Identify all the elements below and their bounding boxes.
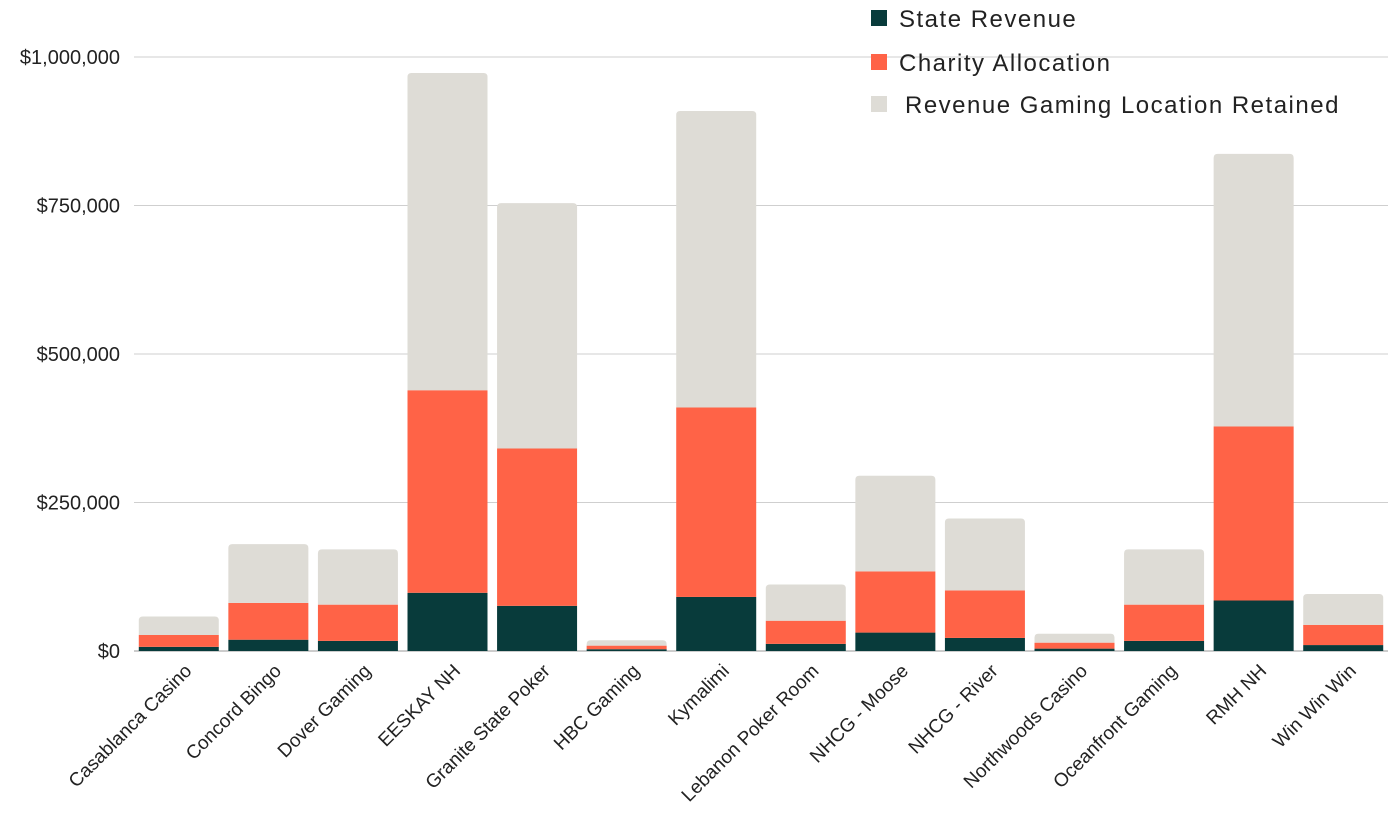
bar-stack xyxy=(676,111,757,651)
bar-segment xyxy=(228,602,309,640)
y-tick-label: $500,000 xyxy=(37,344,120,366)
legend-swatch xyxy=(871,10,887,26)
y-tick-label: $250,000 xyxy=(37,493,120,515)
bar-segment xyxy=(1034,633,1115,643)
legend-label: State Revenue xyxy=(899,6,1077,33)
bar-segment xyxy=(855,475,936,572)
x-tick-label: Win Win Win xyxy=(1269,661,1361,753)
x-tick-label: Kymalimi xyxy=(664,661,733,730)
bar-stack xyxy=(138,616,219,651)
bar-stack xyxy=(1303,593,1384,651)
bar-segment xyxy=(855,632,936,651)
bar-segment xyxy=(497,448,578,606)
bar-stack xyxy=(944,518,1025,651)
bar-segment xyxy=(855,571,936,633)
y-tick-label: $0 xyxy=(98,641,120,663)
bar-segment xyxy=(765,620,846,644)
legend-label: Charity Allocation xyxy=(899,50,1111,77)
y-tick-label: $1,000,000 xyxy=(20,47,120,69)
bar-stack xyxy=(765,584,846,651)
bar-segment xyxy=(1303,645,1384,651)
bar-segment xyxy=(138,646,219,651)
bar-segment xyxy=(586,640,667,646)
bar-segment xyxy=(407,592,488,651)
bar-stack xyxy=(1124,549,1205,651)
bar-segment xyxy=(407,73,488,391)
bar-segment xyxy=(1034,642,1115,649)
bar-segment xyxy=(317,604,398,641)
bar-segment xyxy=(944,637,1025,651)
bar-segment xyxy=(1213,426,1294,601)
bar-segment xyxy=(944,518,1025,591)
bar-segment xyxy=(1124,604,1205,641)
y-axis-tick-labels: $0 $250,000 $500,000 $750,000 $1,000,000 xyxy=(20,47,120,663)
bar-segment xyxy=(944,590,1025,638)
bar-segment xyxy=(138,616,219,635)
x-tick-label: RMH NH xyxy=(1203,661,1272,730)
bar-segment xyxy=(676,407,757,597)
legend-swatch xyxy=(871,96,887,112)
bar-segment xyxy=(1303,624,1384,646)
bar-stack xyxy=(407,73,488,651)
x-tick-label: NHCG - River xyxy=(905,660,1003,758)
x-tick-label: Dover Gaming xyxy=(274,661,375,762)
bar-segment xyxy=(228,639,309,651)
bar-segment xyxy=(407,390,488,593)
bar-segment xyxy=(1034,648,1115,651)
bar-segment xyxy=(228,544,309,603)
y-tick-label: $750,000 xyxy=(37,196,120,218)
bar-segment xyxy=(497,605,578,651)
bar-segment xyxy=(1124,549,1205,605)
legend: State Revenue Charity Allocation Revenue G… xyxy=(871,6,1340,119)
bar-segment xyxy=(1303,593,1384,625)
x-tick-label: EESKAY NH xyxy=(375,661,466,752)
bar-segment xyxy=(1213,153,1294,427)
x-tick-label: NHCG - Moose xyxy=(806,661,913,768)
bar-segment xyxy=(1213,600,1294,651)
bar-stack xyxy=(855,475,936,651)
x-tick-label: HBC Gaming xyxy=(550,661,644,755)
bar-segment xyxy=(1124,640,1205,651)
bar-segment xyxy=(676,596,757,651)
bar-segment xyxy=(765,584,846,621)
bar-segment xyxy=(586,645,667,650)
bar-stack xyxy=(586,640,667,651)
bar-stack xyxy=(497,203,578,651)
legend-swatch xyxy=(871,54,887,70)
x-tick-label: Concord Bingo xyxy=(182,661,286,765)
bar-segment xyxy=(138,634,219,647)
x-tick-label: Casablanca Casino xyxy=(65,661,196,792)
bar-stack xyxy=(1213,153,1294,651)
bar-segment xyxy=(317,549,398,605)
bar-segment xyxy=(497,203,578,449)
bar-segment xyxy=(317,640,398,651)
bar-stack xyxy=(317,549,398,651)
bar-stack xyxy=(1034,633,1115,651)
bar-stack xyxy=(228,544,309,651)
bar-segment xyxy=(676,111,757,408)
bar-segment xyxy=(586,649,667,651)
bar-segment xyxy=(765,643,846,651)
bars xyxy=(138,73,1384,651)
legend-label: Revenue Gaming Location Retained xyxy=(905,92,1340,119)
